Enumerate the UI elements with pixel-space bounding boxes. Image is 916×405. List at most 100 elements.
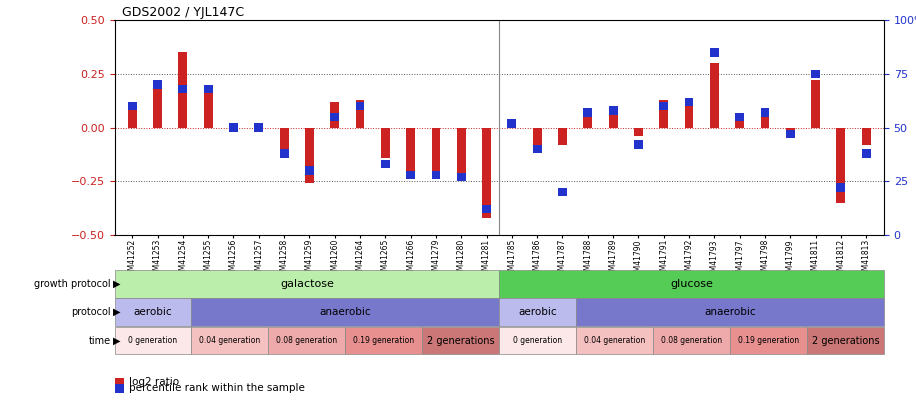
Text: GDS2002 / YJL147C: GDS2002 / YJL147C [122,6,245,19]
Bar [710,48,719,57]
Bar [736,113,744,121]
Bar [457,173,465,181]
Bar [760,108,769,117]
Text: anaerobic: anaerobic [704,307,756,317]
Bar [583,108,593,117]
Bar [609,108,617,128]
Bar [807,327,884,354]
Bar [812,70,820,78]
Bar [786,130,795,139]
Bar [203,85,213,93]
Text: 0.08 generation: 0.08 generation [277,336,337,345]
Bar [191,327,268,354]
Bar [381,160,389,168]
Bar [736,115,744,128]
Text: galactose: galactose [280,279,333,289]
Bar [279,149,289,158]
Bar [653,327,730,354]
Bar [499,270,884,298]
Bar [229,123,238,128]
Text: 0 generation: 0 generation [513,336,562,345]
Bar [128,102,136,111]
Bar [128,111,136,128]
Bar [836,183,845,192]
Bar [305,166,314,175]
Bar [179,52,187,128]
Bar [179,85,187,93]
Text: percentile rank within the sample: percentile rank within the sample [129,383,305,393]
Bar [660,100,668,128]
Bar [191,298,499,326]
Text: ▶: ▶ [113,307,120,317]
Bar [576,327,653,354]
Bar [203,91,213,128]
Bar [507,119,517,128]
Bar [331,113,339,121]
Text: anaerobic: anaerobic [320,307,371,317]
Bar [533,145,541,153]
Bar [114,270,499,298]
Bar [862,128,870,145]
Bar [355,102,365,111]
Bar [457,128,465,175]
Bar [684,104,693,128]
Text: 0.04 generation: 0.04 generation [200,336,260,345]
Text: 0.04 generation: 0.04 generation [584,336,645,345]
Bar [305,128,314,183]
Bar [431,171,441,179]
Bar [153,80,162,89]
Bar [114,327,191,354]
Bar [660,102,668,111]
Bar [499,298,576,326]
Bar [345,327,422,354]
Bar [684,98,693,106]
Text: 0.19 generation: 0.19 generation [354,336,414,345]
Bar [507,119,517,128]
Bar [153,89,162,128]
Bar [381,128,389,158]
Text: growth protocol: growth protocol [34,279,111,289]
Bar [114,384,124,393]
Bar [499,327,576,354]
Bar [406,171,415,179]
Bar [730,327,807,354]
Bar [634,141,643,149]
Bar [760,115,769,128]
Text: 2 generations: 2 generations [427,336,495,345]
Bar [431,128,441,179]
Text: aerobic: aerobic [518,307,557,317]
Text: 0.19 generation: 0.19 generation [738,336,799,345]
Text: log2 ratio: log2 ratio [129,377,180,387]
Text: time: time [89,336,111,345]
Bar [786,128,795,134]
Bar [533,128,541,147]
Bar [255,128,263,130]
Bar [558,128,567,145]
Bar [576,298,884,326]
Bar [268,327,345,354]
Bar [583,117,593,128]
Bar [558,188,567,196]
Text: ▶: ▶ [113,279,120,289]
Text: 0 generation: 0 generation [128,336,178,345]
Text: protocol: protocol [71,307,111,317]
Bar [229,123,238,132]
Text: glucose: glucose [671,279,713,289]
Bar [422,327,499,354]
Bar [836,128,845,202]
Bar [279,128,289,158]
Bar [710,63,719,128]
Bar [634,128,643,136]
Text: 2 generations: 2 generations [812,336,879,345]
Bar [114,298,191,326]
Bar [331,102,339,128]
Bar [355,100,365,128]
Bar [255,123,263,132]
Text: aerobic: aerobic [134,307,172,317]
Bar [114,377,124,387]
Text: 0.08 generation: 0.08 generation [661,336,722,345]
Bar [812,80,820,128]
Bar [609,106,617,115]
Text: ▶: ▶ [113,336,120,345]
Bar [406,128,415,175]
